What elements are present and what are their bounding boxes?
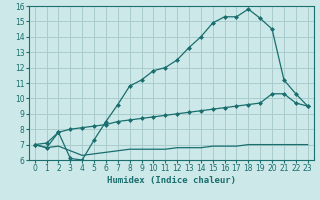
- X-axis label: Humidex (Indice chaleur): Humidex (Indice chaleur): [107, 176, 236, 185]
